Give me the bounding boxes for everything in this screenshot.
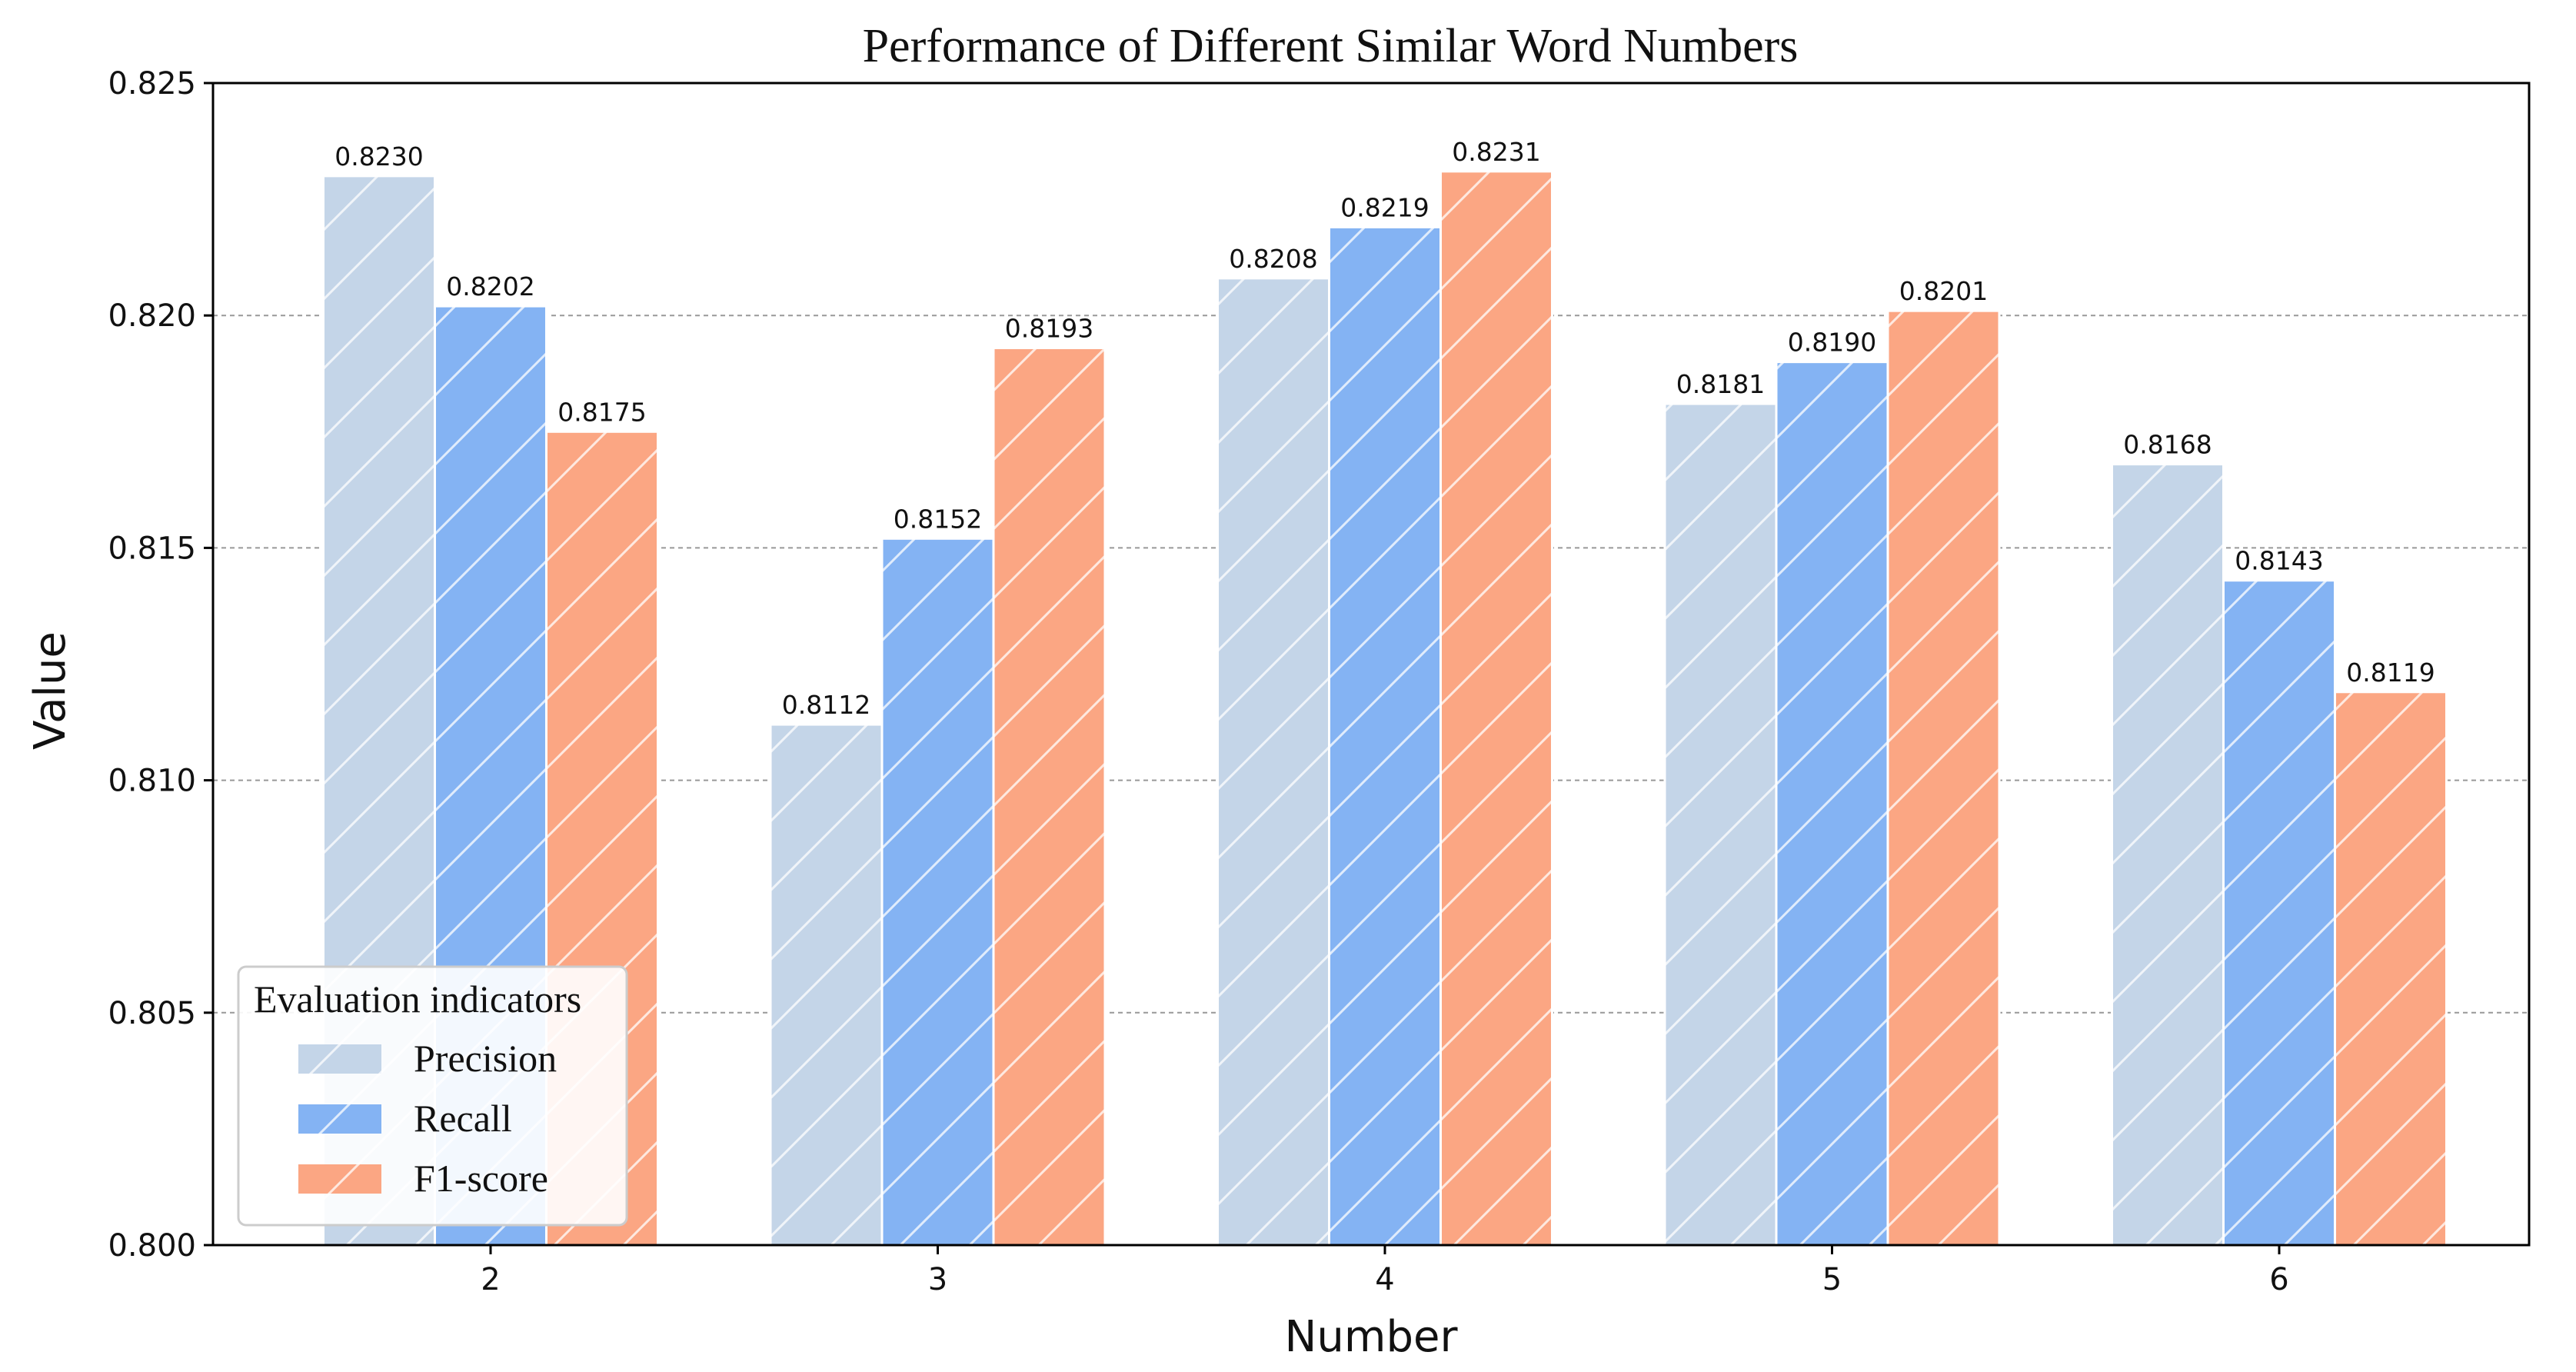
bar-hatch — [1665, 404, 1776, 1245]
y-axis-label: Value — [25, 631, 75, 750]
x-axis-ticks: 2 3 4 5 6 — [481, 1245, 2289, 1297]
bar-hatch — [1888, 311, 1999, 1245]
legend-label: Recall — [414, 1097, 512, 1140]
x-tick-label: 5 — [1822, 1262, 1842, 1297]
y-tick-label: 0.815 — [108, 531, 196, 566]
bar-hatch — [2223, 580, 2335, 1245]
bar-hatch — [1440, 171, 1553, 1246]
data-label: 0.8175 — [557, 397, 646, 427]
data-label: 0.8190 — [1788, 328, 1876, 358]
data-label: 0.8119 — [2346, 658, 2435, 688]
legend-swatch-hatch — [298, 1044, 381, 1074]
legend-title: Evaluation indicators — [254, 977, 581, 1021]
legend-items: Precision Recall F1-score — [298, 1037, 557, 1200]
y-axis-ticks: 0.800 0.805 0.810 0.815 0.820 0.825 — [108, 66, 213, 1264]
bar-hatch — [882, 538, 993, 1245]
y-tick-label: 0.800 — [108, 1228, 196, 1264]
data-label: 0.8112 — [782, 690, 870, 720]
x-tick-label: 4 — [1375, 1262, 1394, 1297]
legend-swatch-hatch — [298, 1164, 381, 1194]
data-label: 0.8168 — [2123, 430, 2212, 460]
data-label: 0.8193 — [1005, 314, 1093, 344]
data-label: 0.8202 — [446, 271, 534, 301]
legend-label: Precision — [414, 1037, 557, 1080]
legend: Evaluation indicators Precision Recall F1-… — [237, 965, 628, 1227]
bar-hatch — [1329, 227, 1441, 1245]
bar-hatch — [993, 348, 1105, 1245]
data-label: 0.8230 — [334, 142, 423, 172]
bar-hatch — [1217, 278, 1330, 1245]
data-label: 0.8201 — [1899, 276, 1988, 306]
data-label: 0.8219 — [1340, 192, 1429, 222]
y-tick-label: 0.825 — [108, 66, 196, 102]
data-label: 0.8152 — [894, 504, 982, 534]
y-tick-label: 0.820 — [108, 298, 196, 334]
bar-hatch — [2112, 464, 2224, 1245]
data-label: 0.8181 — [1676, 369, 1765, 399]
y-tick-label: 0.810 — [108, 764, 196, 799]
bar-hatch — [770, 724, 882, 1245]
legend-label: F1-score — [414, 1157, 548, 1200]
y-tick-label: 0.805 — [108, 996, 196, 1031]
x-axis-label: Number — [1285, 1312, 1459, 1362]
data-label: 0.8231 — [1452, 137, 1540, 167]
bars — [322, 170, 2448, 1247]
x-tick-label: 2 — [481, 1262, 500, 1297]
legend-box — [237, 965, 628, 1227]
legend-swatch-hatch — [298, 1104, 381, 1134]
x-tick-label: 6 — [2269, 1262, 2288, 1297]
chart-title: Performance of Different Similar Word Nu… — [863, 20, 1799, 72]
data-labels: 0.8230 0.8202 0.8175 0.8112 0.8152 0.8193 0.82… — [334, 137, 2435, 720]
data-label: 0.8208 — [1229, 244, 1317, 274]
data-label: 0.8143 — [2235, 546, 2323, 576]
plot-frame — [211, 82, 2531, 1247]
bar-hatch — [2335, 691, 2447, 1245]
x-tick-label: 3 — [928, 1262, 947, 1297]
bar-hatch — [1776, 361, 1888, 1245]
